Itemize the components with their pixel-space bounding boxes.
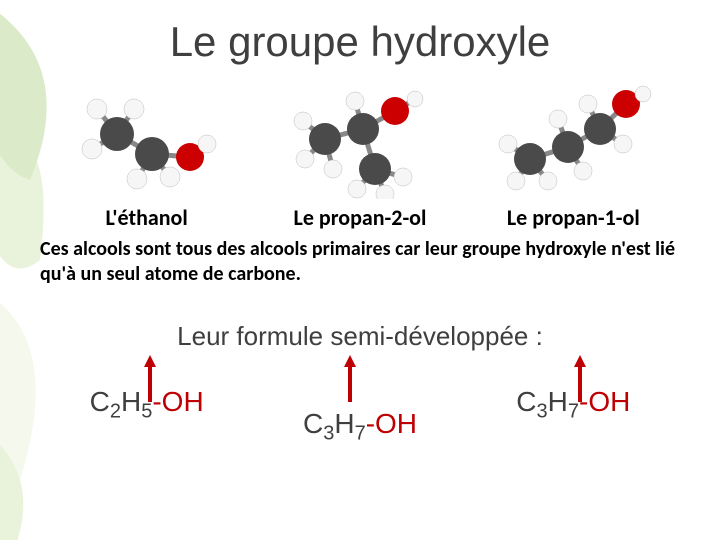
formula-3: C3H7-OH [516,386,630,424]
molecule-labels: L'éthanol Le propan-2-ol Le propan-1-ol [40,204,680,231]
molecule-row [40,74,680,204]
subtitle: Leur formule semi-développée : [30,321,690,352]
molecule-propan-1-ol [488,79,658,199]
label-ethanol: L'éthanol [47,204,247,231]
label-propan-1-ol: Le propan-1-ol [473,204,673,231]
formula-1: C2H5-OH [90,386,204,424]
formula-row: C2H5-OH C3H7-OH C3H7-OH [40,386,680,446]
molecule-propan-2-ol [275,79,445,199]
label-propan-2-ol: Le propan-2-ol [260,204,460,231]
formula-2: C3H7-OH [303,408,417,446]
page-title: Le groupe hydroxyle [30,18,690,66]
explanation-text: Ces alcools sont tous des alcools primai… [40,237,680,287]
molecule-ethanol [62,79,232,199]
